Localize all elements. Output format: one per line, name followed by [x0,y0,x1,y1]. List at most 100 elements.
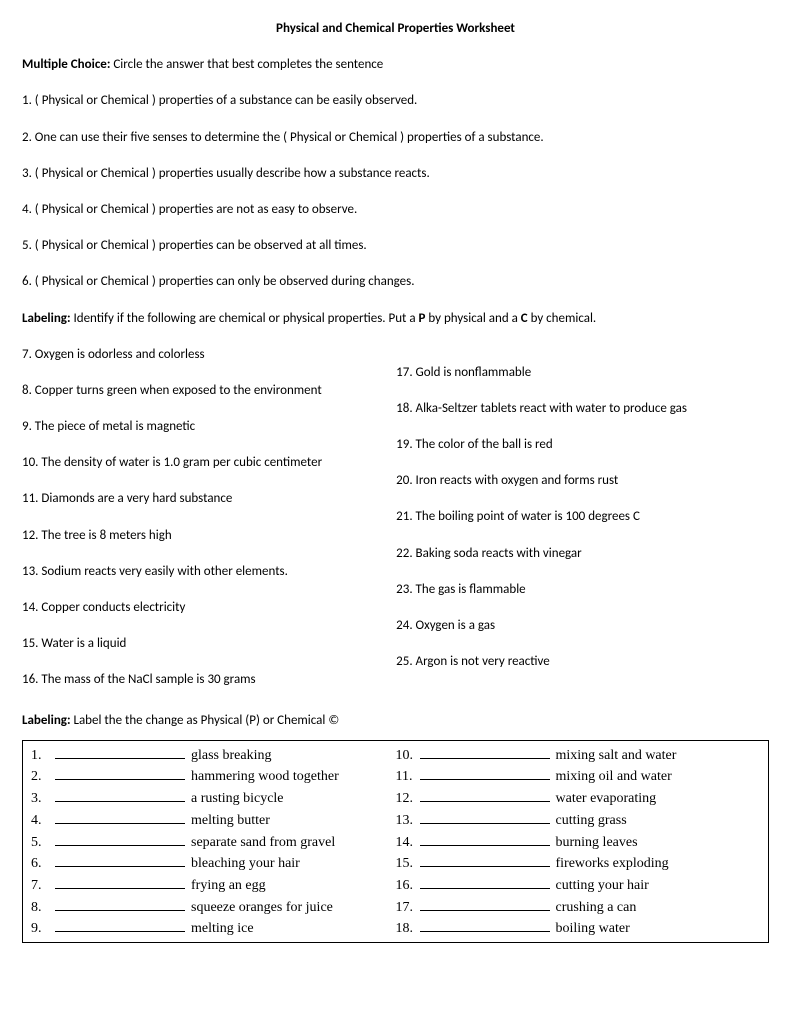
labeling1-columns: 7. Oxygen is odorless and colorless 8. C… [22,346,769,708]
mc-list: 1. ( Physical or Chemical ) properties o… [22,92,769,291]
answer-blank[interactable] [420,745,550,759]
box-item: 6. bleaching your hair [31,853,396,875]
box-text: fireworks exploding [556,853,761,875]
label-item: 12. The tree is 8 meters high [22,527,366,545]
label-item: 7. Oxygen is odorless and colorless [22,346,366,364]
box-num: 2. [31,766,55,788]
box-text: water evaporating [556,788,761,810]
mc-item: 2. One can use their five senses to dete… [22,129,769,147]
box-item: 9. melting ice [31,918,396,940]
box-text: burning leaves [556,832,761,854]
mc-item: 1. ( Physical or Chemical ) properties o… [22,92,769,110]
answer-blank[interactable] [55,788,185,802]
answer-blank[interactable] [420,788,550,802]
label-item: 14. Copper conducts electricity [22,599,366,617]
box-left-col: 1. glass breaking 2. hammering wood togeth… [31,745,396,940]
box-num: 5. [31,832,55,854]
label-item: 17. Gold is nonflammable [396,364,769,382]
box-item: 17.crushing a can [396,897,761,919]
box-num: 12. [396,788,420,810]
box-item: 4. melting butter [31,810,396,832]
answer-blank[interactable] [55,853,185,867]
labeling1-intro-bold: Labeling: [22,311,71,326]
label-item: 19. The color of the ball is red [396,436,769,454]
box-item: 15. fireworks exploding [396,853,761,875]
answer-blank[interactable] [420,766,550,780]
answer-blank[interactable] [420,918,550,932]
box-item: 5. separate sand from gravel [31,832,396,854]
label-item: 16. The mass of the NaCl sample is 30 gr… [22,671,366,689]
labeling1-intro: Labeling: Identify if the following are … [22,310,769,328]
answer-blank[interactable] [55,810,185,824]
answer-blank[interactable] [55,745,185,759]
box-num: 8. [31,897,55,919]
mc-item: 3. ( Physical or Chemical ) properties u… [22,165,769,183]
box-num: 1. [31,745,55,767]
label-item: 20. Iron reacts with oxygen and forms ru… [396,472,769,490]
box-num: 15. [396,853,420,875]
box-num: 6. [31,853,55,875]
box-text: cutting grass [556,810,761,832]
answer-blank[interactable] [420,897,550,911]
answer-blank[interactable] [420,832,550,846]
mc-intro-bold: Multiple Choice: [22,57,110,72]
labeling2-intro-text: Label the the change as Physical (P) or … [71,713,340,728]
labeling1-intro-b: by physical and a [425,311,520,326]
label-item: 11. Diamonds are a very hard substance [22,490,366,508]
box-num: 17. [396,897,420,919]
mc-item: 4. ( Physical or Chemical ) properties a… [22,201,769,219]
answer-blank[interactable] [55,766,185,780]
box-text: glass breaking [191,745,396,767]
box-num: 14. [396,832,420,854]
labeling2-box: 1. glass breaking 2. hammering wood togeth… [22,740,769,943]
box-text: squeeze oranges for juice [191,897,396,919]
box-num: 16. [396,875,420,897]
box-item: 18. boiling water [396,918,761,940]
answer-blank[interactable] [55,918,185,932]
label-item: 25. Argon is not very reactive [396,653,769,671]
answer-blank[interactable] [420,853,550,867]
box-text: cutting your hair [556,875,761,897]
box-num: 18. [396,918,420,940]
box-num: 4. [31,810,55,832]
box-item: 8. squeeze oranges for juice [31,897,396,919]
mc-intro-text: Circle the answer that best completes th… [110,57,383,72]
answer-blank[interactable] [420,810,550,824]
box-text: melting butter [191,810,396,832]
label-item: 9. The piece of metal is magnetic [22,418,366,436]
mc-intro: Multiple Choice: Circle the answer that … [22,56,769,74]
labeling2-intro-bold: Labeling: [22,713,71,728]
box-text: mixing salt and water [556,745,761,767]
box-item: 7.frying an egg [31,875,396,897]
box-text: melting ice [191,918,396,940]
answer-blank[interactable] [55,832,185,846]
labeling1-intro-d: by chemical. [528,311,597,326]
box-num: 11. [396,766,420,788]
box-text: boiling water [556,918,761,940]
box-text: frying an egg [191,875,396,897]
box-item: 12. water evaporating [396,788,761,810]
label-item: 13. Sodium reacts very easily with other… [22,563,366,581]
box-text: mixing oil and water [556,766,761,788]
answer-blank[interactable] [55,875,185,889]
box-text: separate sand from gravel [191,832,396,854]
box-text: bleaching your hair [191,853,396,875]
labeling2-intro: Labeling: Label the the change as Physic… [22,712,769,730]
box-item: 16. cutting your hair [396,875,761,897]
labeling1-right: 17. Gold is nonflammable 18. Alka-Seltze… [396,346,769,708]
answer-blank[interactable] [420,875,550,889]
box-right-col: 10. mixing salt and water 11. mixing oil a… [396,745,761,940]
worksheet-title: Physical and Chemical Properties Workshe… [22,20,769,38]
box-item: 11. mixing oil and water [396,766,761,788]
mc-item: 6. ( Physical or Chemical ) properties c… [22,273,769,291]
label-item: 21. The boiling point of water is 100 de… [396,508,769,526]
labeling1-intro-c: C [521,311,528,326]
label-item: 23. The gas is flammable [396,581,769,599]
box-num: 10. [396,745,420,767]
box-item: 2. hammering wood together [31,766,396,788]
answer-blank[interactable] [55,897,185,911]
label-item: 8. Copper turns green when exposed to th… [22,382,366,400]
box-item: 13.cutting grass [396,810,761,832]
box-text: hammering wood together [191,766,396,788]
box-num: 9. [31,918,55,940]
